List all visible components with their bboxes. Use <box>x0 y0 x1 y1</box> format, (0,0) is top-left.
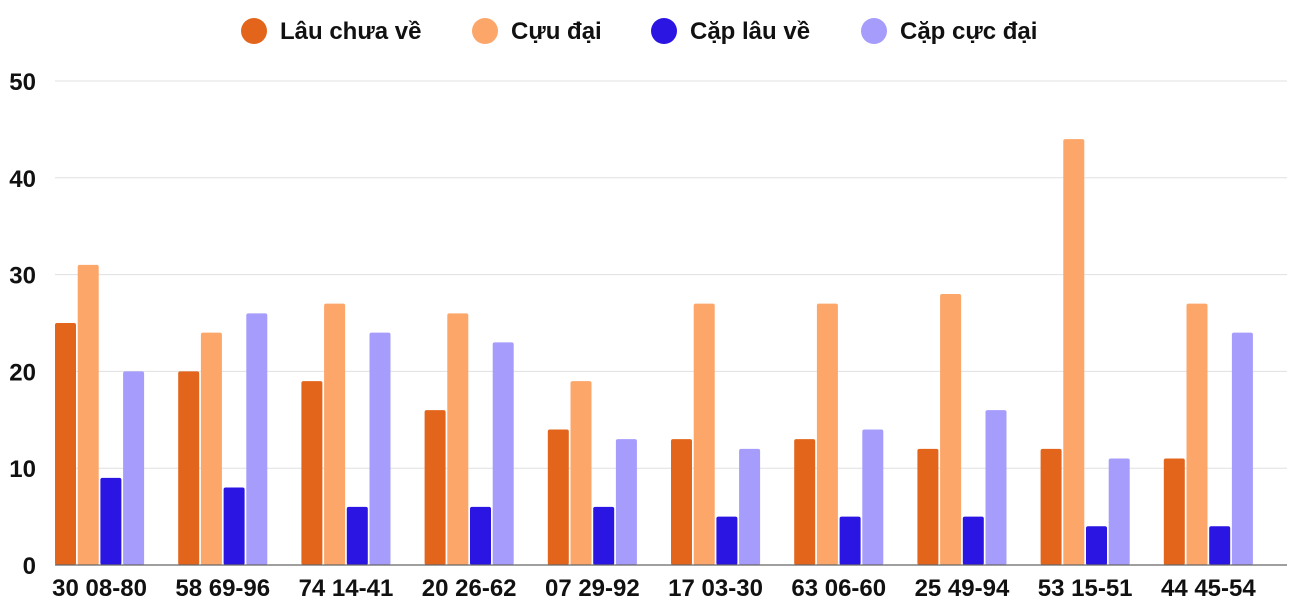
legend-swatch-1 <box>241 18 267 44</box>
x-category-label-5: 07 29-92 <box>545 575 640 600</box>
bar-2-4 <box>447 313 469 565</box>
bar-2-2 <box>200 332 222 565</box>
x-category-label-1: 30 08-80 <box>52 575 147 600</box>
bar-3-10 <box>1209 526 1231 565</box>
bar-4-9 <box>1108 458 1130 565</box>
y-tick-label-20: 20 <box>9 359 36 386</box>
bar-2-8 <box>940 293 962 565</box>
bar-3-4 <box>470 506 491 565</box>
bar-1-9 <box>1040 448 1062 565</box>
bar-2-3 <box>324 303 346 565</box>
bar-1-3 <box>301 381 323 565</box>
x-category-label-4: 20 26-62 <box>422 575 517 600</box>
bar-2-10 <box>1186 303 1208 565</box>
bar-2-5 <box>570 381 592 565</box>
bar-3-3 <box>346 506 368 565</box>
bar-1-1 <box>55 323 76 565</box>
bar-4-5 <box>615 439 637 565</box>
bar-1-5 <box>547 429 569 565</box>
y-tick-label-40: 40 <box>9 166 36 193</box>
bar-4-8 <box>985 410 1007 565</box>
y-axis-ticks: 0 10 20 30 40 50 <box>9 69 36 580</box>
y-tick-label-10: 10 <box>9 456 36 483</box>
y-tick-label-50: 50 <box>9 69 36 96</box>
bar-1-6 <box>671 439 692 565</box>
bar-1-4 <box>424 410 446 565</box>
x-category-label-6: 17 03-30 <box>668 575 763 600</box>
x-axis-labels: 30 08-80 58 69-96 74 14-41 20 26-62 07 29-92… <box>52 575 1256 600</box>
y-tick-label-0: 0 <box>23 553 36 580</box>
bar-4-7 <box>862 429 884 565</box>
bar-1-7 <box>794 439 816 565</box>
chart-legend: Lâu chưa về Cựu đại Cặp lâu về Cặp cực đại <box>241 18 1037 45</box>
x-category-label-10: 44 45-54 <box>1161 575 1256 600</box>
legend-label-3: Cặp lâu về <box>690 18 810 45</box>
bar-2-6 <box>693 303 715 565</box>
bar-1-10 <box>1163 458 1185 565</box>
chart-grid <box>55 80 1287 469</box>
legend-swatch-4 <box>861 18 887 44</box>
legend-swatch-2 <box>472 18 498 44</box>
bar-2-1 <box>77 264 99 565</box>
bar-2-7 <box>816 303 838 565</box>
bar-3-2 <box>223 487 245 565</box>
bar-4-2 <box>246 313 268 565</box>
bar-3-1 <box>100 477 122 565</box>
bar-3-5 <box>593 506 615 565</box>
legend-label-4: Cặp cực đại <box>900 18 1037 45</box>
bar-3-8 <box>962 516 984 565</box>
bar-4-4 <box>492 342 514 565</box>
bar-1-8 <box>917 448 939 565</box>
x-category-label-9: 53 15-51 <box>1038 575 1133 600</box>
x-category-label-2: 58 69-96 <box>175 575 270 600</box>
legend-label-1: Lâu chưa về <box>280 18 421 45</box>
bar-3-9 <box>1086 526 1107 565</box>
bar-4-6 <box>739 448 761 565</box>
legend-swatch-3 <box>651 18 677 44</box>
chart-bars <box>55 139 1253 565</box>
x-category-label-3: 74 14-41 <box>299 575 394 600</box>
legend-label-2: Cựu đại <box>511 18 602 45</box>
y-tick-label-30: 30 <box>9 263 36 290</box>
x-category-label-7: 63 06-60 <box>791 575 886 600</box>
bar-4-1 <box>123 371 145 565</box>
x-category-label-8: 25 49-94 <box>915 575 1010 600</box>
bar-3-7 <box>839 516 861 565</box>
bar-3-6 <box>716 516 738 565</box>
bar-4-3 <box>369 332 391 565</box>
bar-4-10 <box>1231 332 1253 565</box>
bar-2-9 <box>1063 139 1085 565</box>
bar-1-2 <box>178 371 200 565</box>
